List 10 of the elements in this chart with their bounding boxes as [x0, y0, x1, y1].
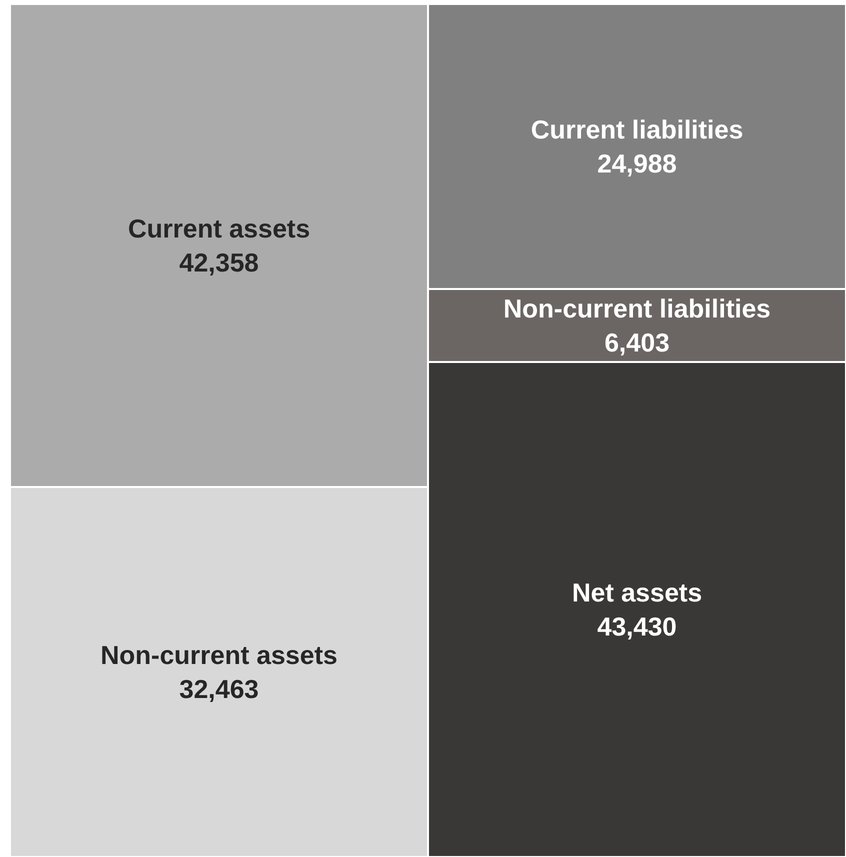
series-label: Non-current liabilities [503, 294, 771, 324]
series-label: Current assets [128, 214, 310, 244]
data-label: 42,358 [179, 247, 259, 278]
series-label: Net assets [572, 578, 702, 608]
data-label: 32,463 [179, 674, 259, 704]
data-label: 24,988 [597, 148, 677, 178]
series-label: Current liabilities [530, 114, 744, 145]
data-label: 43,430 [597, 611, 677, 642]
data-label: 6,403 [604, 327, 670, 358]
series-label: Non-current assets [100, 640, 338, 670]
